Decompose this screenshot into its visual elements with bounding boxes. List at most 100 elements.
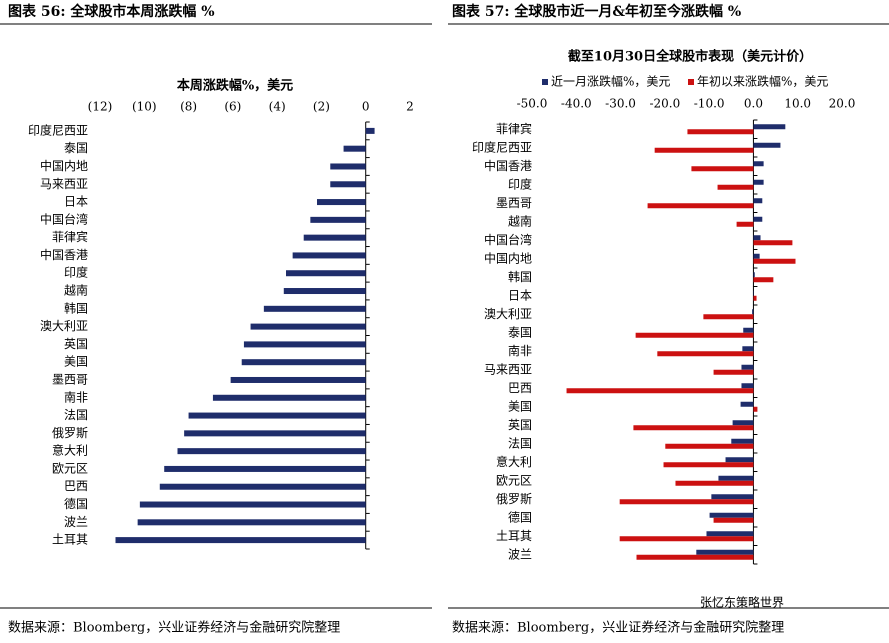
bar	[753, 258, 796, 264]
bar	[343, 145, 366, 152]
y-tick-label: 菲律宾	[496, 121, 532, 136]
bar	[675, 480, 754, 486]
y-tick-label: 墨西哥	[496, 196, 532, 210]
y-tick-label: 南非	[64, 389, 88, 404]
y-tick-label: 中国台湾	[40, 211, 88, 226]
watermark: 张忆东策略世界	[700, 595, 784, 610]
bar	[286, 270, 366, 277]
bar	[741, 383, 754, 389]
bar	[753, 161, 764, 167]
y-tick-label: 澳大利亚	[484, 307, 532, 321]
y-tick-label: 欧元区	[496, 473, 532, 487]
y-tick-label: 中国台湾	[484, 232, 532, 247]
bar	[330, 163, 366, 170]
chart-subtitle: 截至10月30日全球股市表现（美元计价）	[568, 49, 812, 65]
x-tick-label: 2	[406, 100, 414, 114]
source: 数据来源：Bloomberg，兴业证券经济与金融研究院整理	[452, 620, 784, 636]
y-tick-label: 意大利	[52, 443, 88, 458]
y-tick-label: 美国	[508, 399, 532, 413]
x-tick-label: (10)	[132, 100, 157, 114]
bar	[241, 359, 366, 366]
y-tick-label: 意大利	[496, 454, 532, 469]
bar	[657, 351, 754, 357]
bar	[647, 203, 754, 209]
bar	[633, 425, 754, 431]
y-tick-label: 泰国	[508, 325, 532, 339]
bar	[732, 420, 754, 426]
bar	[184, 430, 366, 437]
bar	[753, 142, 781, 148]
x-tick-label: 20.0	[829, 97, 856, 111]
legend-swatch	[542, 79, 548, 85]
y-tick-label: 印度	[64, 265, 88, 280]
bar	[665, 443, 754, 449]
bar	[687, 129, 754, 135]
y-tick-label: 澳大利亚	[40, 319, 88, 333]
bar	[753, 272, 755, 278]
bar	[753, 253, 760, 259]
y-tick-label: 印度尼西亚	[472, 139, 532, 154]
bar	[310, 216, 366, 223]
bar	[753, 216, 763, 222]
bar	[753, 277, 774, 283]
bar	[696, 549, 754, 555]
legend-label: 年初以来涨跌幅%，美元	[697, 74, 828, 89]
y-tick-label: 泰国	[64, 141, 88, 155]
bar	[725, 457, 754, 463]
y-tick-label: 中国内地	[484, 250, 532, 265]
x-tick-label: 0	[362, 100, 370, 114]
bar	[709, 512, 754, 518]
x-tick-label: -10.0	[694, 97, 725, 111]
y-tick-label: 俄罗斯	[52, 426, 88, 440]
y-tick-label: 中国香港	[40, 247, 88, 262]
bar	[139, 501, 366, 508]
bar	[635, 332, 754, 338]
bar	[230, 376, 366, 383]
chart-title: 图表 57: 全球股市近一月&年初至今涨跌幅 %	[452, 3, 741, 20]
bar	[283, 288, 366, 295]
y-tick-label: 巴西	[64, 479, 88, 493]
bar	[753, 179, 764, 185]
bar	[743, 327, 754, 333]
bar	[243, 341, 366, 348]
y-tick-label: 印度	[508, 176, 532, 191]
bar	[212, 394, 366, 401]
y-tick-label: 巴西	[508, 381, 532, 395]
bar	[711, 494, 754, 500]
bar	[731, 438, 754, 444]
bar	[663, 462, 754, 468]
bar	[263, 305, 366, 312]
bar	[159, 483, 366, 490]
y-tick-label: 墨西哥	[52, 372, 88, 386]
y-tick-label: 菲律宾	[52, 229, 88, 244]
x-tick-label: -20.0	[649, 97, 680, 111]
x-tick-label: -30.0	[605, 97, 636, 111]
bar	[740, 401, 754, 407]
y-tick-label: 马来西亚	[40, 177, 88, 191]
y-tick-label: 英国	[508, 418, 532, 432]
y-tick-label: 英国	[64, 337, 88, 351]
bar	[330, 181, 366, 188]
bar	[753, 240, 793, 246]
y-tick-label: 德国	[64, 496, 88, 511]
y-tick-label: 波兰	[64, 515, 88, 529]
bar	[619, 536, 754, 542]
x-tick-label: (12)	[88, 100, 113, 114]
bar	[753, 198, 763, 204]
bar	[753, 235, 761, 241]
bar	[706, 531, 754, 537]
y-tick-label: 日本	[64, 195, 88, 209]
bar	[365, 127, 375, 134]
y-tick-label: 美国	[64, 355, 88, 369]
y-tick-label: 欧元区	[52, 461, 88, 475]
legend-label: 近一月涨跌幅%，美元	[551, 74, 670, 89]
bar	[753, 406, 758, 412]
bar	[753, 124, 786, 130]
y-tick-label: 越南	[64, 283, 88, 298]
y-tick-label: 马来西亚	[484, 362, 532, 376]
bar	[717, 184, 754, 190]
y-tick-label: 印度尼西亚	[28, 122, 88, 137]
source: 数据来源：Bloomberg，兴业证券经济与金融研究院整理	[8, 620, 340, 636]
bar	[736, 221, 754, 227]
